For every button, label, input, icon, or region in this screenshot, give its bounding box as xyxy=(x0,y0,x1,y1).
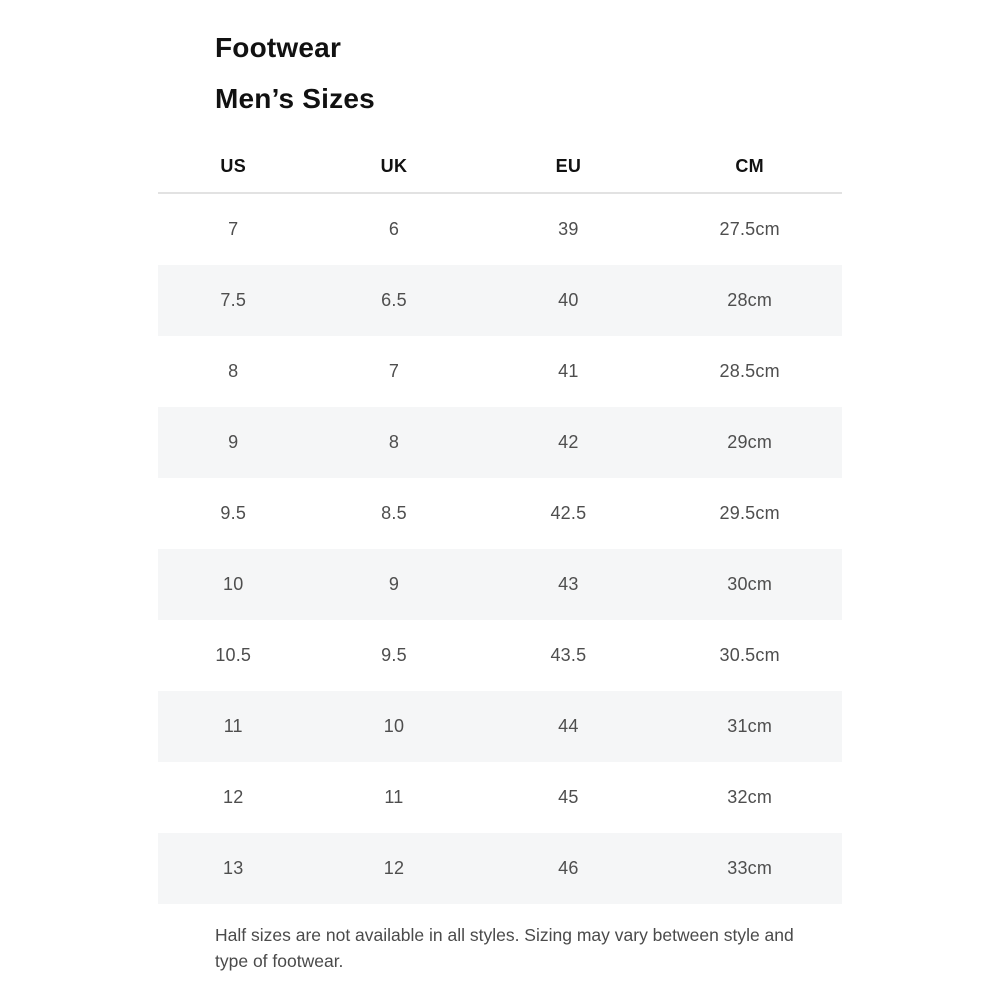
cell-eu: 42.5 xyxy=(550,503,587,523)
cell-cm: 32cm xyxy=(727,787,773,807)
cell-uk: 9.5 xyxy=(381,645,407,665)
table-row: 12 11 45 32cm xyxy=(158,762,842,833)
cell-eu: 43 xyxy=(558,574,579,594)
cell-cm: 30.5cm xyxy=(719,645,780,665)
column-header-uk: UK xyxy=(308,140,480,194)
page-title-category: Footwear xyxy=(215,32,342,63)
header-row: US UK EU CM xyxy=(158,140,842,194)
column-header-cm: CM xyxy=(657,140,842,194)
cell-us: 7 xyxy=(228,219,239,239)
cell-us: 9 xyxy=(228,432,239,452)
cell-uk: 8.5 xyxy=(381,503,407,523)
cell-uk: 10 xyxy=(383,716,405,736)
table-row: 7.5 6.5 40 28cm xyxy=(158,265,842,336)
cell-uk: 9 xyxy=(388,574,400,594)
cell-us: 12 xyxy=(223,787,244,807)
size-table: US UK EU CM 7 6 39 27.5cm 7.5 6.5 40 28c… xyxy=(158,140,842,904)
footnote: Half sizes are not available in all styl… xyxy=(215,925,794,972)
cell-cm: 30cm xyxy=(727,574,773,594)
size-table-body: 7 6 39 27.5cm 7.5 6.5 40 28cm 8 7 41 28.… xyxy=(158,193,842,904)
cell-cm: 28.5cm xyxy=(719,361,780,381)
table-row: 9.5 8.5 42.5 29.5cm xyxy=(158,478,842,549)
cell-uk: 8 xyxy=(388,432,400,452)
cell-us: 10 xyxy=(223,574,244,594)
cell-uk: 7 xyxy=(388,361,400,381)
cell-us: 7.5 xyxy=(220,290,247,310)
cell-us: 8 xyxy=(228,361,239,381)
column-header-us: US xyxy=(158,140,309,194)
cell-eu: 42 xyxy=(558,432,579,452)
table-row: 13 12 46 33cm xyxy=(158,833,842,904)
table-row: 7 6 39 27.5cm xyxy=(158,193,842,265)
table-row: 9 8 42 29cm xyxy=(158,407,842,478)
cell-us: 11 xyxy=(223,716,243,736)
page-title-section: Men’s Sizes xyxy=(215,83,375,114)
cell-eu: 39 xyxy=(558,219,579,239)
cell-eu: 43.5 xyxy=(550,645,587,665)
cell-cm: 29cm xyxy=(727,432,773,452)
table-row: 8 7 41 28.5cm xyxy=(158,336,842,407)
cell-cm: 29.5cm xyxy=(719,503,780,523)
cell-us: 13 xyxy=(223,858,244,878)
cell-eu: 41 xyxy=(558,361,579,381)
cell-us: 9.5 xyxy=(220,503,247,523)
cell-cm: 31cm xyxy=(727,716,773,736)
cell-cm: 28cm xyxy=(727,290,773,310)
cell-uk: 6 xyxy=(388,219,400,239)
cell-eu: 40 xyxy=(558,290,579,310)
cell-uk: 12 xyxy=(383,858,405,878)
table-row: 11 10 44 31cm xyxy=(158,691,842,762)
cell-uk: 6.5 xyxy=(381,290,407,310)
size-table-header: US UK EU CM xyxy=(158,140,842,194)
chart-header: Footwear Men’s Sizes xyxy=(215,34,375,113)
table-row: 10 9 43 30cm xyxy=(158,549,842,620)
cell-eu: 44 xyxy=(558,716,579,736)
cell-eu: 45 xyxy=(558,787,579,807)
cell-uk: 11 xyxy=(384,787,404,807)
cell-cm: 27.5cm xyxy=(719,219,780,239)
cell-eu: 46 xyxy=(558,858,579,878)
cell-cm: 33cm xyxy=(727,858,773,878)
table-row: 10.5 9.5 43.5 30.5cm xyxy=(158,620,842,691)
cell-us: 10.5 xyxy=(215,645,252,665)
column-header-eu: EU xyxy=(479,140,658,194)
